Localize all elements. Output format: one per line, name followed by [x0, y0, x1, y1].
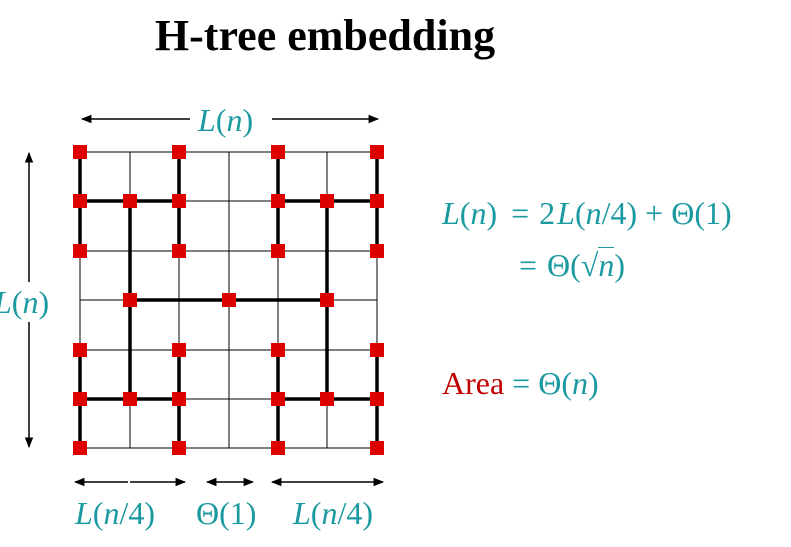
h-tree-node [271, 343, 285, 357]
h-tree-node [370, 145, 384, 159]
h-tree-node [123, 392, 137, 406]
h-tree-node [271, 244, 285, 258]
bottom-right-label: L(n/4) [293, 495, 373, 531]
h-tree-node [172, 244, 186, 258]
h-tree-node [320, 293, 334, 307]
left-height-label: L(n) [0, 286, 50, 318]
recurrence-line-1: L(n) = 2L(n/4) + Θ(1) [442, 195, 732, 231]
h-tree-node [370, 441, 384, 455]
h-tree-node [320, 392, 334, 406]
h-tree-node [370, 244, 384, 258]
h-tree-node [172, 194, 186, 208]
h-tree-node [370, 343, 384, 357]
h-tree-node [271, 392, 285, 406]
h-tree-node [271, 194, 285, 208]
h-tree-node [370, 194, 384, 208]
h-tree-node [123, 194, 137, 208]
bottom-mid-label: Θ(1) [196, 495, 257, 531]
recurrence-line-2: = Θ(√n) [519, 247, 626, 283]
h-tree-node [172, 441, 186, 455]
h-tree-node [172, 343, 186, 357]
h-tree-nodes [73, 145, 384, 455]
h-tree-node [320, 194, 334, 208]
area-equation: Area = Θ(n) [442, 365, 599, 401]
h-tree-node [73, 392, 87, 406]
h-tree-node [172, 145, 186, 159]
bottom-left-label: L(n/4) [75, 495, 155, 531]
h-tree-node [222, 293, 236, 307]
h-tree-node [73, 244, 87, 258]
slide-title: H-tree embedding [154, 11, 496, 60]
h-tree-node [73, 145, 87, 159]
h-tree-node [271, 441, 285, 455]
h-tree-node [172, 392, 186, 406]
h-tree-node [271, 145, 285, 159]
h-tree-node [73, 441, 87, 455]
top-width-label: L(n) [195, 104, 257, 136]
h-tree-node [73, 194, 87, 208]
h-tree-node [370, 392, 384, 406]
h-tree-node [123, 293, 137, 307]
h-tree-node [73, 343, 87, 357]
